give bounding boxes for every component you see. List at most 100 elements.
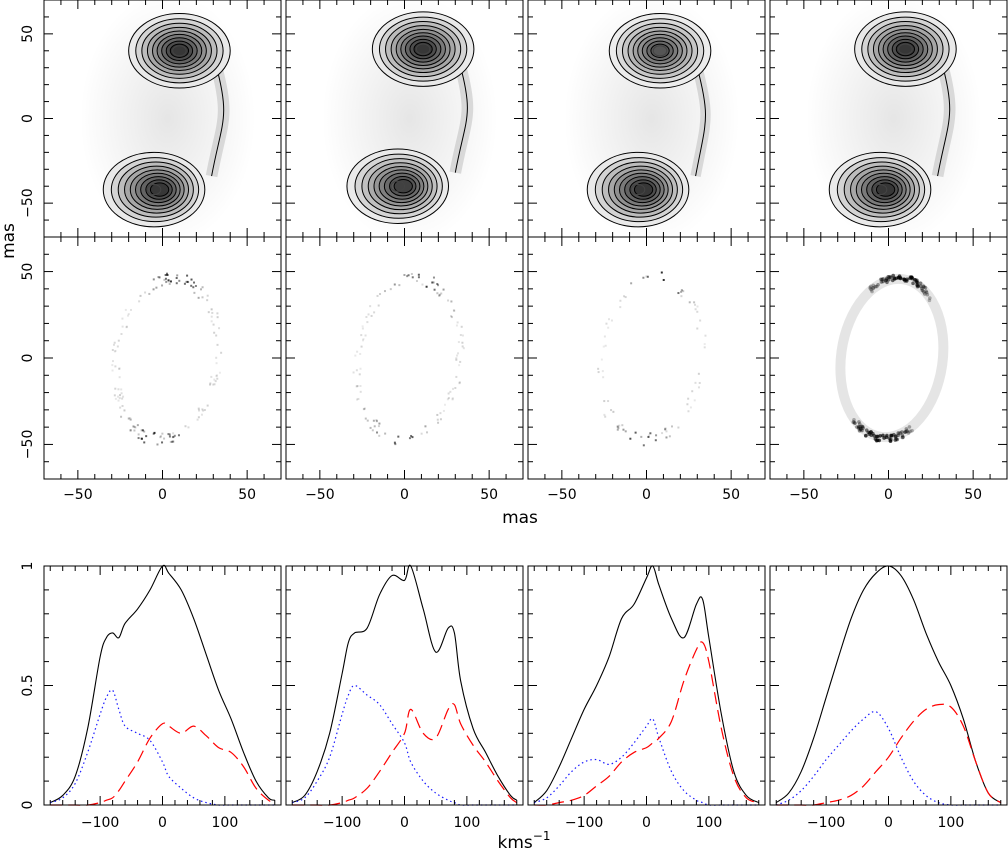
- scatter-panel-3-speck-23: [597, 367, 600, 370]
- scatter-panel-1-speck-57: [129, 429, 132, 432]
- scatter-panel-4-cap-bottom-dot-61: [881, 433, 885, 438]
- scatter-panel-1-speck-64: [141, 429, 144, 432]
- scatter-panel-2-speck-28: [355, 369, 358, 372]
- map-panel-4-bridge-contour: [937, 65, 951, 177]
- scatter-panel-1-speck-124: [118, 367, 121, 370]
- scatter-panel-2-speck-100: [364, 417, 367, 420]
- scatter-panel-1-speck-127: [113, 394, 116, 397]
- scatter-panel-4-cap-top-dot-67: [915, 284, 920, 289]
- scatter-panel-1-speck-79: [216, 312, 219, 315]
- scatter-panel-2-speck-37: [394, 443, 397, 446]
- scatter-panel-1-speck-50: [117, 388, 120, 391]
- scatter-panel-3-speck-65: [634, 431, 637, 434]
- scatter-panel-3-speck-14: [601, 370, 604, 373]
- scatter-panel-3-speck-49: [645, 275, 648, 278]
- scatter-panel-1-speck-109: [177, 434, 180, 437]
- map-panel-1-upper-peak: [172, 45, 187, 57]
- scatter-panel-4-cap-bottom-dot-39: [853, 421, 857, 425]
- scatter-panel-4-cap-top-dot-11: [928, 296, 932, 300]
- scatter-panel-4-cap-bottom-dot-14: [860, 424, 864, 429]
- scatter-panel-4-cap-bottom-dot-33: [864, 428, 869, 432]
- scatter-panel-1-speck-90: [117, 395, 120, 398]
- map-panel-4: [769, 0, 1008, 238]
- scatter-panel-4-cap-top-dot-22: [868, 285, 872, 290]
- scatter-panel-2-speck-31: [378, 422, 381, 425]
- scatter-panel-1: −50 0 50 50 0 −50: [20, 236, 282, 503]
- scatter-panel-4-cap-bottom-dot-51: [898, 431, 902, 435]
- scatter-panel-4-cap-bottom-dot-10: [905, 429, 910, 433]
- scatter-panel-1-speck-112: [168, 282, 171, 285]
- scatter-panel-3-speck-63: [696, 305, 699, 308]
- scatter-panel-1-speck-21: [202, 409, 205, 412]
- scatter-panel-1-speck-55: [201, 286, 204, 289]
- map-panel-4-upper-peak: [898, 43, 913, 55]
- spectrum-panel-3-xticklabel-1: 0: [642, 815, 651, 831]
- scatter-panel-4-cap-bottom-dot-48: [889, 433, 893, 438]
- scatter-panel-4-cap-bottom-dot-38: [908, 429, 912, 434]
- scatter-panel-1-speck-140: [192, 286, 195, 289]
- scatter-panel-2-xticklabel-1: 0: [400, 487, 409, 503]
- scatter-panel-1-speck-66: [178, 279, 181, 282]
- scatter-panel-3-image: [597, 271, 707, 447]
- scatter-panel-2-speck-14: [449, 390, 452, 393]
- spectrum-panel-4-xticklabel-0: −100: [807, 815, 845, 831]
- scatter-panel-2-speck-41: [365, 316, 368, 319]
- scatter-panel-4-cap-bottom-dot-55: [863, 433, 868, 438]
- scatter-panel-1-speck-96: [187, 281, 190, 284]
- spectrum-panel-1-xticklabel-1: 0: [158, 815, 167, 831]
- scatter-panel-1-speck-4: [190, 278, 193, 281]
- scatter-panel-2-speck-72: [359, 384, 362, 387]
- scatter-panel-2-speck-47: [452, 387, 455, 390]
- scatter-panel-2-speck-91: [366, 419, 369, 422]
- scatter-panel-3-speck-39: [703, 343, 706, 346]
- scatter-panel-2-speck-24: [356, 350, 359, 353]
- scatter-panel-2-speck-10: [352, 371, 355, 374]
- scatter-panel-2-speck-23: [457, 352, 460, 355]
- scatter-panel-2-speck-43: [440, 292, 443, 295]
- row1-ylabel: mas: [0, 223, 19, 259]
- scatter-panel-2-speck-13: [372, 419, 375, 422]
- map-panel-2-lower-contour-8: [393, 179, 413, 194]
- spectrum-panel-1-yticklabel-2: 0: [20, 801, 36, 810]
- scatter-panel-1-speck-82: [168, 435, 171, 438]
- scatter-panel-1-speck-104: [118, 367, 121, 370]
- scatter-panel-2-speck-12: [410, 434, 413, 437]
- spectrum-panel-2-red-line: [292, 702, 518, 806]
- scatter-panel-1-speck-139: [159, 436, 162, 439]
- row3-xlabel: kms−1: [498, 829, 551, 853]
- scatter-panel-2-speck-4: [431, 281, 434, 284]
- scatter-panel-2-speck-40: [455, 358, 458, 361]
- scatter-panel-3-speck-4: [624, 296, 627, 299]
- scatter-panel-1-speck-81: [215, 374, 218, 377]
- spectrum-panel-3: −100 0 100: [527, 565, 766, 831]
- scatter-panel-1-speck-39: [148, 292, 151, 295]
- scatter-panel-3-speck-43: [617, 427, 620, 430]
- scatter-panel-2-speck-96: [408, 437, 411, 440]
- scatter-panel-1-speck-29: [140, 437, 143, 440]
- scatter-panel-1-speck-0: [129, 418, 132, 421]
- scatter-panel-3-speck-77: [647, 435, 650, 438]
- scatter-panel-1-speck-53: [216, 343, 219, 346]
- scatter-panel-2-speck-87: [420, 432, 423, 435]
- scatter-panel-3-speck-41: [704, 334, 707, 337]
- scatter-panel-4-cap-bottom-dot-57: [856, 425, 861, 429]
- scatter-panel-1-speck-137: [166, 272, 169, 275]
- scatter-panel-1-speck-10: [121, 317, 124, 320]
- scatter-panel-1-speck-116: [145, 435, 148, 438]
- scatter-panel-4-cap-top-dot-48: [921, 284, 926, 288]
- scatter-panel-3-speck-76: [630, 282, 633, 285]
- scatter-panel-4-cap-top-dot-41: [898, 276, 903, 281]
- scatter-panel-2-xticklabel-0: −50: [305, 487, 335, 503]
- scatter-panel-2-speck-38: [359, 367, 362, 370]
- scatter-panel-3-speck-8: [686, 403, 689, 406]
- scatter-panel-3-speck-40: [612, 410, 615, 413]
- scatter-panel-4-cap-top-dot-50: [871, 286, 876, 290]
- scatter-panel-2-speck-46: [367, 313, 370, 316]
- scatter-panel-3-speck-53: [697, 372, 700, 375]
- scatter-panel-3-speck-15: [696, 327, 699, 330]
- scatter-panel-1-xticklabel-2: 50: [238, 487, 256, 503]
- scatter-panel-4-cap-top-dot-12: [924, 290, 929, 295]
- scatter-panel-3-speck-58: [622, 428, 625, 431]
- scatter-panel-4-cap-top-dot-61: [869, 284, 873, 289]
- scatter-panel-2-speck-114: [406, 275, 409, 278]
